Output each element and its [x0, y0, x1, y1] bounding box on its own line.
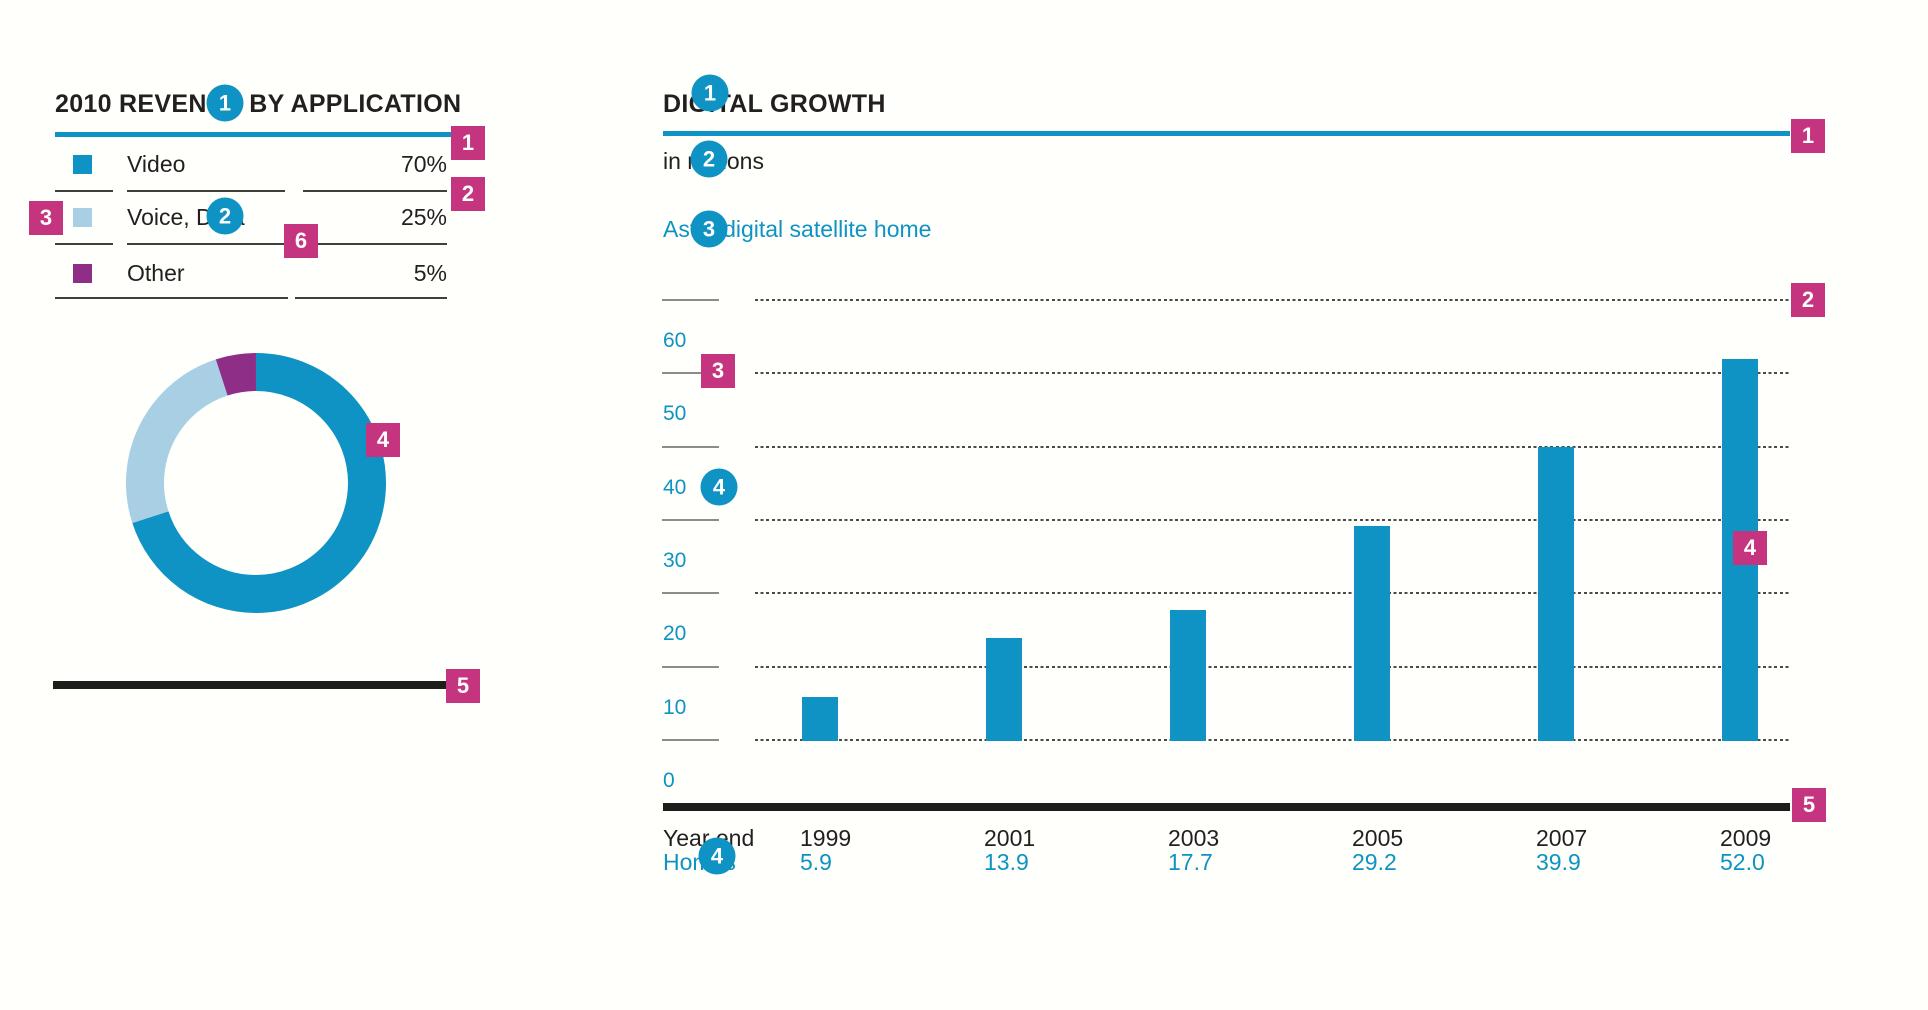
value-label: 52.0	[1720, 849, 1765, 875]
y-axis-label: 60	[663, 328, 687, 352]
y-axis-label: 20	[663, 622, 687, 646]
donut-chart	[126, 353, 386, 613]
callout-square-1: 1	[1791, 119, 1825, 153]
callout-square-1: 1	[451, 126, 485, 160]
callout-square-5: 5	[1792, 788, 1826, 822]
y-axis-tick	[662, 518, 719, 521]
y-axis-label: 40	[663, 475, 687, 499]
y-axis-label: 0	[663, 769, 675, 792]
year-label: 1999	[800, 825, 852, 851]
legend-bottom-border	[55, 297, 288, 299]
legend-separator	[303, 190, 447, 192]
year-label: 2005	[1352, 825, 1404, 851]
x-axis-column: 2003 17.7	[1168, 826, 1248, 874]
donut-segment-other	[126, 353, 386, 613]
y-axis-tick	[662, 372, 719, 375]
callout-circle-3: 3	[690, 210, 728, 248]
bar-2001	[986, 638, 1022, 741]
bar-2007	[1538, 447, 1574, 741]
y-axis-tick	[662, 298, 719, 301]
right-baseline	[663, 803, 1790, 811]
callout-square-6: 6	[284, 224, 318, 258]
callout-square-4: 4	[366, 423, 400, 457]
left-chart-title: 2010 REVENUE BY APPLICATION	[55, 90, 462, 118]
value-label: 39.9	[1536, 849, 1581, 875]
y-axis-label: 50	[663, 402, 687, 426]
legend-separator	[127, 190, 285, 192]
y-axis-tick	[662, 592, 719, 595]
callout-circle-1: 1	[691, 74, 729, 112]
gridline-dotted	[755, 518, 1791, 521]
gridline-dotted	[755, 445, 1791, 448]
callout-square-3: 3	[701, 354, 735, 388]
legend-item-value: 5%	[413, 260, 447, 286]
value-label: 13.9	[984, 849, 1029, 875]
value-label: 29.2	[1352, 849, 1397, 875]
legend-swatch	[73, 154, 92, 174]
year-label: 2003	[1168, 825, 1220, 851]
gridline-dotted	[755, 592, 1791, 595]
y-axis-label: 30	[663, 548, 687, 572]
year-label: 2007	[1536, 825, 1588, 851]
legend-swatch	[73, 207, 92, 227]
callout-circle-2: 2	[690, 140, 728, 178]
bar-1999	[802, 696, 838, 741]
legend-item-label: Other	[127, 260, 185, 286]
bar-2003	[1170, 610, 1206, 741]
y-axis-tick	[662, 665, 719, 668]
gridline-dotted	[755, 298, 1791, 301]
gridline-dotted	[755, 372, 1791, 375]
callout-circle-4: 4	[698, 837, 736, 875]
callout-circle-2: 2	[206, 197, 244, 235]
legend-bottom-border	[295, 297, 447, 299]
year-label: 2009	[1720, 825, 1772, 851]
year-label: 2001	[984, 825, 1036, 851]
value-label: 17.7	[1168, 849, 1213, 875]
right-title-rule	[663, 131, 1790, 136]
x-axis-column: 2005 29.2	[1352, 826, 1432, 874]
legend-swatch	[73, 263, 92, 283]
callout-square-2: 2	[1791, 283, 1825, 317]
x-axis-column: 2001 13.9	[984, 826, 1064, 874]
callout-circle-4: 4	[700, 468, 738, 506]
gridline-dotted	[755, 739, 1791, 741]
callout-square-4: 4	[1733, 531, 1767, 565]
callout-square-5: 5	[446, 669, 480, 703]
callout-square-3: 3	[29, 201, 63, 235]
legend-separator	[55, 190, 113, 192]
x-axis-column: 2009 52.0	[1720, 826, 1800, 874]
gridline-dotted	[755, 665, 1791, 668]
bar-2005	[1354, 525, 1390, 741]
y-axis-tick	[662, 739, 719, 741]
y-axis-label: 10	[663, 695, 687, 719]
legend-separator	[303, 243, 447, 245]
legend-separator	[55, 243, 113, 245]
callout-square-2: 2	[451, 177, 485, 211]
legend-separator	[127, 243, 285, 245]
legend-item-value: 70%	[400, 151, 447, 177]
x-axis-column: 2007 39.9	[1536, 826, 1616, 874]
value-label: 5.9	[800, 849, 832, 875]
callout-circle-1: 1	[206, 84, 244, 122]
legend-item-value: 25%	[400, 204, 447, 230]
left-baseline	[53, 681, 447, 689]
x-axis-column: 1999 5.9	[800, 826, 880, 874]
y-axis-tick	[662, 445, 719, 448]
left-title-rule	[55, 132, 452, 137]
legend-item-label: Video	[127, 151, 186, 177]
